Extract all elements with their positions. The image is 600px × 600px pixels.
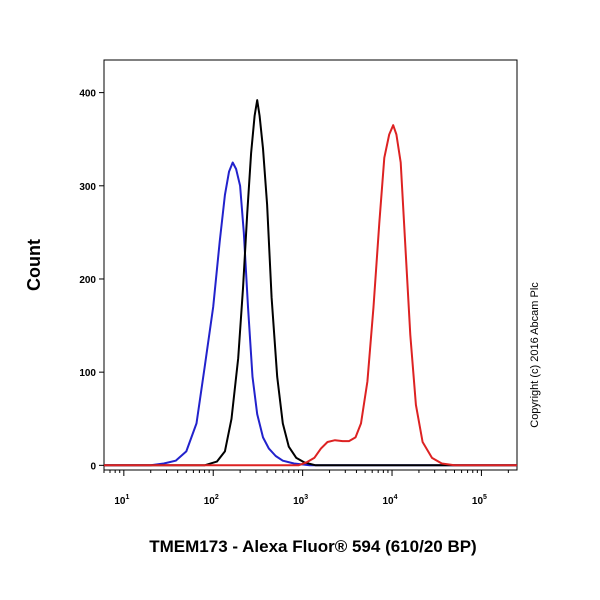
- y-tick-label: 200: [79, 275, 96, 286]
- y-axis: 0 100 200 300 400: [79, 89, 104, 472]
- x-tick-label: 101: [114, 494, 129, 507]
- y-tick-label: 300: [79, 182, 96, 193]
- x-tick-label: 104: [383, 494, 398, 507]
- x-tick-label: 103: [293, 494, 308, 507]
- x-tick-label: 102: [204, 494, 219, 507]
- y-tick-label: 100: [79, 368, 96, 379]
- y-axis-title: Count: [24, 239, 44, 291]
- x-tick-label: 105: [472, 494, 487, 507]
- series-layer: [104, 99, 517, 467]
- x-axis: 101 102 103 104 105: [103, 470, 509, 507]
- copyright-annotation: Copyright (c) 2016 Abcam Plc: [529, 282, 541, 428]
- series-line-2: [104, 99, 517, 467]
- series-line-1: [104, 161, 517, 467]
- x-axis-title: TMEM173 - Alexa Fluor® 594 (610/20 BP): [149, 537, 476, 556]
- y-tick-label: 400: [79, 89, 96, 100]
- plot-frame: [103, 59, 518, 471]
- series-line-3: [104, 124, 517, 467]
- y-tick-label: 0: [90, 461, 96, 472]
